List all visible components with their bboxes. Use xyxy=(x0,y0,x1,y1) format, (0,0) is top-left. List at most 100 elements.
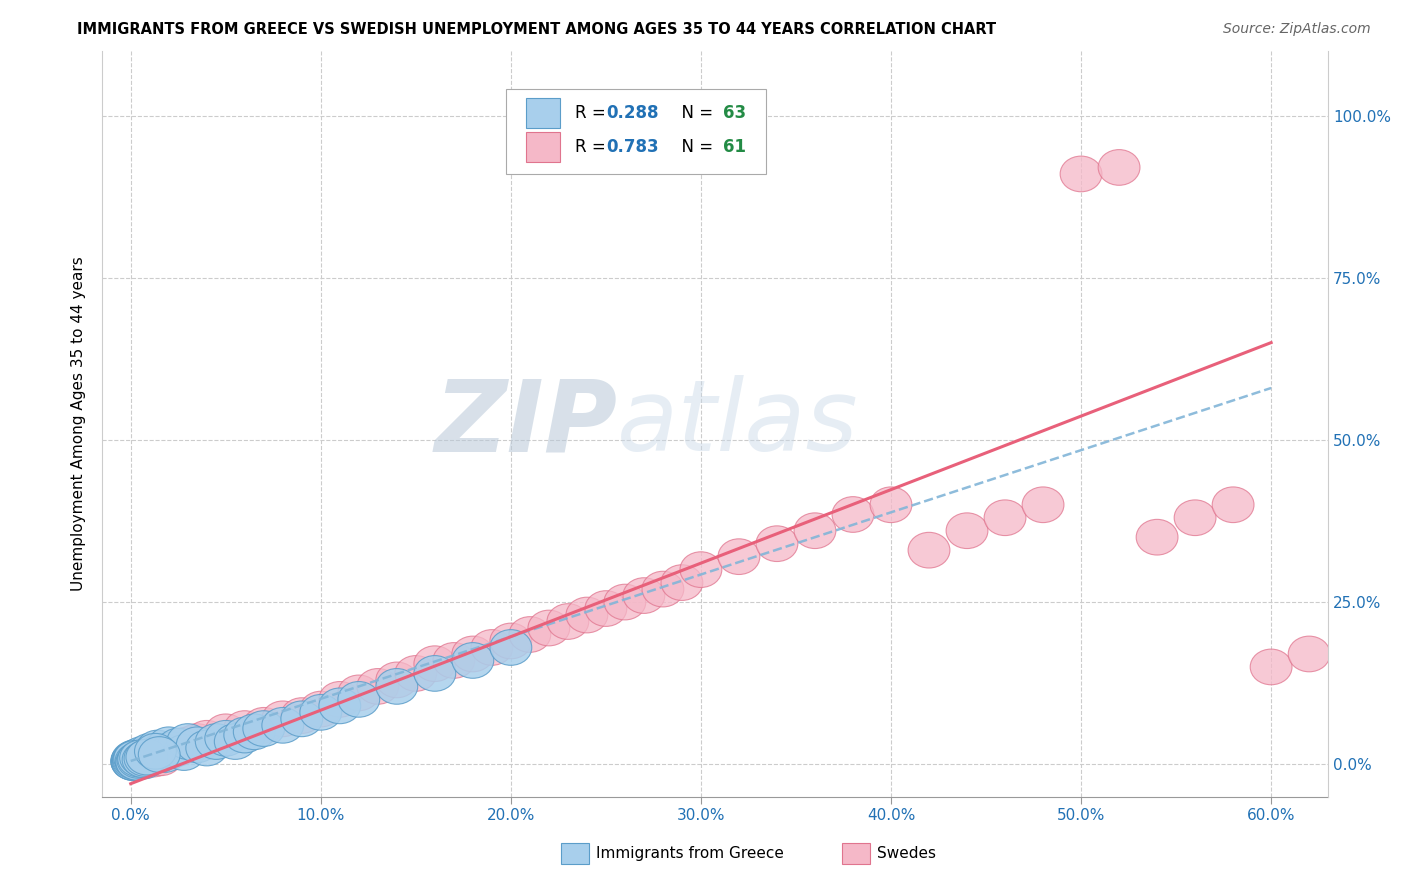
Ellipse shape xyxy=(984,500,1026,535)
Ellipse shape xyxy=(111,741,153,777)
Ellipse shape xyxy=(117,744,159,780)
Ellipse shape xyxy=(718,539,759,574)
Ellipse shape xyxy=(118,742,160,778)
Ellipse shape xyxy=(167,723,208,759)
Ellipse shape xyxy=(114,740,156,776)
Ellipse shape xyxy=(141,739,181,775)
Ellipse shape xyxy=(643,571,683,607)
Ellipse shape xyxy=(870,487,912,523)
Ellipse shape xyxy=(121,743,163,779)
Text: IMMIGRANTS FROM GREECE VS SWEDISH UNEMPLOYMENT AMONG AGES 35 TO 44 YEARS CORRELA: IMMIGRANTS FROM GREECE VS SWEDISH UNEMPL… xyxy=(77,22,997,37)
Ellipse shape xyxy=(186,721,228,756)
Ellipse shape xyxy=(661,565,703,600)
Ellipse shape xyxy=(124,742,165,778)
Text: R =: R = xyxy=(575,138,612,156)
Ellipse shape xyxy=(567,598,607,633)
Ellipse shape xyxy=(262,707,304,743)
Ellipse shape xyxy=(167,727,208,763)
Ellipse shape xyxy=(118,739,159,774)
Ellipse shape xyxy=(832,497,875,533)
Ellipse shape xyxy=(623,578,665,614)
Ellipse shape xyxy=(138,737,180,772)
Ellipse shape xyxy=(127,737,169,772)
Text: N =: N = xyxy=(671,104,718,122)
Ellipse shape xyxy=(395,656,437,691)
Ellipse shape xyxy=(319,688,361,723)
Ellipse shape xyxy=(243,707,284,743)
Ellipse shape xyxy=(136,737,179,772)
Ellipse shape xyxy=(114,745,155,780)
Ellipse shape xyxy=(114,742,156,778)
Ellipse shape xyxy=(124,743,165,779)
Text: Swedes: Swedes xyxy=(877,847,936,861)
Ellipse shape xyxy=(141,733,181,769)
Ellipse shape xyxy=(111,744,153,780)
Ellipse shape xyxy=(281,701,323,737)
Ellipse shape xyxy=(120,741,162,777)
Ellipse shape xyxy=(115,743,157,779)
Ellipse shape xyxy=(471,630,513,665)
Ellipse shape xyxy=(413,656,456,691)
Ellipse shape xyxy=(794,513,837,549)
Ellipse shape xyxy=(135,733,176,769)
Ellipse shape xyxy=(681,552,721,588)
Text: atlas: atlas xyxy=(617,376,859,472)
Ellipse shape xyxy=(509,616,551,652)
Ellipse shape xyxy=(489,630,531,665)
Ellipse shape xyxy=(1022,487,1064,523)
Ellipse shape xyxy=(118,741,160,777)
Ellipse shape xyxy=(214,723,256,759)
Ellipse shape xyxy=(605,584,645,620)
Ellipse shape xyxy=(121,737,163,772)
Ellipse shape xyxy=(908,533,950,568)
Ellipse shape xyxy=(157,731,200,766)
Ellipse shape xyxy=(547,604,589,640)
Text: 63: 63 xyxy=(723,104,745,122)
Ellipse shape xyxy=(143,737,186,772)
Ellipse shape xyxy=(413,646,456,681)
Ellipse shape xyxy=(299,695,342,731)
Ellipse shape xyxy=(125,740,167,776)
Ellipse shape xyxy=(224,711,266,747)
Ellipse shape xyxy=(157,728,200,764)
Text: R =: R = xyxy=(575,104,612,122)
Ellipse shape xyxy=(129,739,170,774)
Ellipse shape xyxy=(205,721,246,756)
Ellipse shape xyxy=(337,675,380,711)
Text: 0.288: 0.288 xyxy=(606,104,658,122)
Ellipse shape xyxy=(117,742,159,778)
Ellipse shape xyxy=(176,723,218,759)
Ellipse shape xyxy=(148,733,190,769)
Ellipse shape xyxy=(132,741,174,777)
Ellipse shape xyxy=(1174,500,1216,535)
Ellipse shape xyxy=(529,610,569,646)
Ellipse shape xyxy=(120,739,162,775)
Ellipse shape xyxy=(1136,519,1178,555)
Ellipse shape xyxy=(143,735,186,771)
Ellipse shape xyxy=(319,681,361,717)
Ellipse shape xyxy=(281,698,323,733)
Ellipse shape xyxy=(112,743,155,779)
Ellipse shape xyxy=(127,739,169,775)
Ellipse shape xyxy=(433,642,475,678)
Ellipse shape xyxy=(451,642,494,678)
Ellipse shape xyxy=(205,714,246,749)
Ellipse shape xyxy=(111,743,153,779)
Ellipse shape xyxy=(112,742,155,778)
Ellipse shape xyxy=(224,717,266,753)
Ellipse shape xyxy=(112,742,155,778)
Ellipse shape xyxy=(176,727,218,763)
Ellipse shape xyxy=(114,745,156,780)
Ellipse shape xyxy=(585,591,627,626)
Ellipse shape xyxy=(136,731,179,766)
Text: ZIP: ZIP xyxy=(434,376,617,472)
Ellipse shape xyxy=(1288,636,1330,672)
Text: Immigrants from Greece: Immigrants from Greece xyxy=(596,847,785,861)
Ellipse shape xyxy=(131,739,173,774)
Ellipse shape xyxy=(127,739,167,775)
Ellipse shape xyxy=(1250,649,1292,685)
Ellipse shape xyxy=(112,744,153,780)
Ellipse shape xyxy=(125,739,167,775)
Ellipse shape xyxy=(375,662,418,698)
Ellipse shape xyxy=(233,714,276,749)
